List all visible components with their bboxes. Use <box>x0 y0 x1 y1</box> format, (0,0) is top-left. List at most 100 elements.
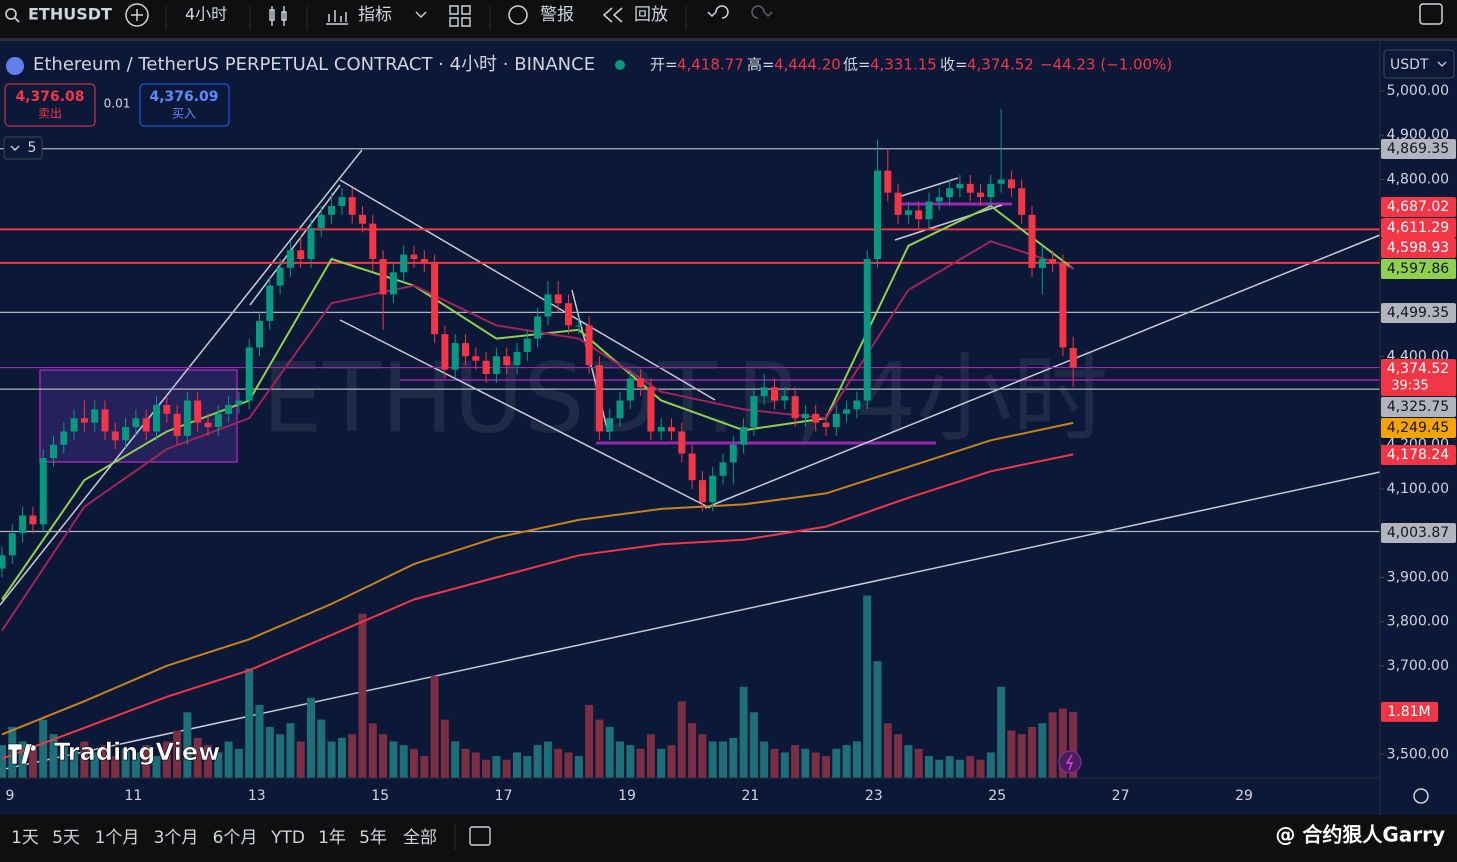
price-tag-label: 4,687.02 <box>1387 199 1449 215</box>
volume-bar <box>852 741 861 778</box>
volume-bar <box>368 723 377 778</box>
candle-body <box>338 197 346 206</box>
currency-select[interactable]: USDT <box>1383 49 1455 79</box>
buy-button[interactable]: 4,376.09 买入 <box>139 83 230 127</box>
candles <box>0 108 1077 578</box>
volume-bar <box>142 745 151 778</box>
candle-body <box>513 351 521 366</box>
volume-bar <box>234 748 243 778</box>
candle-body <box>575 325 583 327</box>
replay-button[interactable]: 回放 <box>634 5 668 25</box>
candle-body <box>781 396 789 401</box>
spread: 0.01 <box>104 97 131 111</box>
range-button[interactable]: 5天 <box>52 828 80 848</box>
x-tick-label: 23 <box>865 788 883 804</box>
button-frame <box>3 136 43 160</box>
candle-body <box>678 431 686 454</box>
price-tag-label: 4,003.87 <box>1387 525 1449 541</box>
x-tick-label: 21 <box>741 788 759 804</box>
y-tick-label: 3,700.00 <box>1387 658 1449 674</box>
price-tag-label: 4,374.52 <box>1387 361 1449 377</box>
volume-bar <box>894 734 903 778</box>
interval[interactable]: 4小时 <box>185 5 227 24</box>
candle-body <box>256 320 263 348</box>
volume-bar <box>482 759 491 778</box>
volume-bar <box>605 726 614 778</box>
price-tags: 4,869.35 4,687.02 4,611.29 4,598.93 4,597.86… <box>1381 139 1456 722</box>
undo-button[interactable] <box>707 5 729 19</box>
volume-bar <box>677 701 686 778</box>
replay-icon[interactable] <box>602 7 623 23</box>
volume-bar <box>914 748 923 778</box>
indicators-button[interactable]: 指标 <box>358 5 392 25</box>
range-button[interactable]: YTD <box>270 828 305 848</box>
volume-bar <box>966 756 975 778</box>
range-button[interactable]: 6个月 <box>213 828 258 848</box>
candle-body <box>142 418 150 432</box>
range-button[interactable]: 3个月 <box>154 828 199 848</box>
trend-line <box>0 149 363 606</box>
icon <box>125 3 149 27</box>
symbol-search[interactable]: ETHUSDT <box>5 5 112 24</box>
volume-bar <box>997 686 1006 778</box>
indicator-toggle[interactable]: 5 <box>3 136 43 160</box>
candle-body <box>389 272 397 295</box>
candle-body <box>523 338 531 352</box>
price-tag <box>1381 139 1456 159</box>
date-range-button[interactable] <box>469 826 491 846</box>
volume-bar <box>410 748 418 778</box>
x-tick-label: 29 <box>1235 788 1253 804</box>
volume-bar <box>399 745 408 778</box>
volume-bar <box>131 752 140 778</box>
chart-type[interactable] <box>269 6 287 26</box>
add-symbol[interactable] <box>125 3 149 27</box>
candle-body <box>946 188 954 198</box>
volume-bar <box>657 748 666 778</box>
candle-body <box>60 431 68 445</box>
quick-action[interactable] <box>1058 750 1082 774</box>
indicators-icon[interactable] <box>326 10 348 25</box>
volume-bar <box>59 745 68 778</box>
volume-bar <box>698 734 707 778</box>
price-axis-labels: 5,000.004,900.004,800.004,400.004,200.00… <box>1380 83 1449 762</box>
layouts-icon[interactable] <box>449 5 471 27</box>
redo-button[interactable] <box>751 5 773 19</box>
range-button[interactable]: 全部 <box>403 828 437 848</box>
range-button[interactable]: 5年 <box>359 828 387 848</box>
volume-bar <box>533 745 542 778</box>
volume-bar <box>28 748 37 778</box>
volume-bar <box>265 726 274 778</box>
range-button[interactable]: 1个月 <box>95 828 140 848</box>
price-tag <box>1381 259 1456 279</box>
candle-body <box>297 250 305 260</box>
volume-bar <box>708 741 717 778</box>
volume-bar <box>832 748 841 778</box>
settings-button[interactable] <box>1413 788 1429 804</box>
volume-bar <box>440 719 449 778</box>
x-tick-label: 15 <box>371 788 389 804</box>
range-button[interactable]: 1年 <box>318 828 346 848</box>
candle-body <box>122 427 130 441</box>
candle-body <box>595 365 603 432</box>
x-tick-label: 25 <box>988 788 1006 804</box>
candle-body <box>245 347 253 401</box>
candle-body <box>915 210 923 220</box>
label: 开= <box>650 56 678 74</box>
alert-button[interactable]: 警报 <box>540 5 574 25</box>
price-tag-label: 4,597.86 <box>1387 261 1449 277</box>
sell-button[interactable]: 4,376.08 卖出 <box>4 83 96 127</box>
x-tick-label: 9 <box>6 788 15 804</box>
value: 4,444.20 <box>774 56 841 74</box>
volume-bar <box>667 745 676 778</box>
range-button[interactable]: 1天 <box>11 828 39 848</box>
volume-bar <box>461 748 470 778</box>
fullscreen-button[interactable] <box>1419 3 1443 25</box>
dropdown-icon[interactable] <box>415 11 427 18</box>
volume-bar <box>595 719 604 778</box>
x-tick-label: 27 <box>1112 788 1130 804</box>
logo-text: TradingView <box>54 738 220 766</box>
alert-icon[interactable] <box>508 5 528 25</box>
candle-body <box>359 214 366 224</box>
